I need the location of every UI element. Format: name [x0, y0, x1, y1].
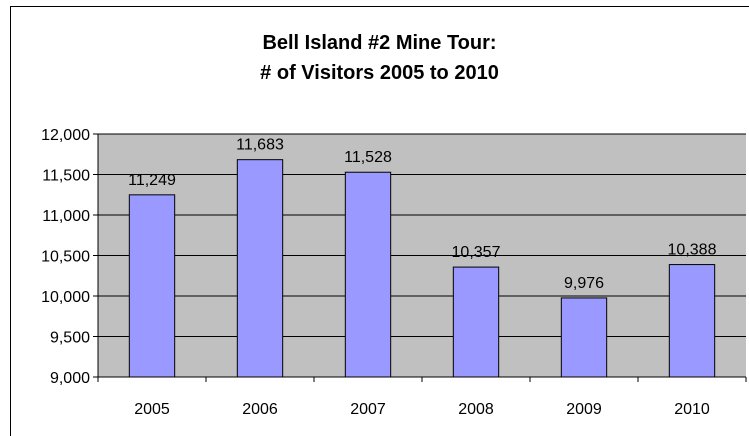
y-tick-label: 10,500 — [41, 249, 90, 266]
chart-title: Bell Island #2 Mine Tour: # of Visitors … — [10, 28, 749, 88]
data-label-2005: 11,249 — [128, 172, 176, 189]
bar-2005 — [128, 194, 176, 378]
bar-2010 — [668, 264, 716, 378]
x-tick-label-2006: 2006 — [242, 401, 278, 418]
bar-2008 — [452, 266, 500, 378]
data-label-2010: 10,388 — [668, 242, 717, 259]
data-label-2009: 9,976 — [564, 275, 604, 292]
x-tick-label-2005: 2005 — [134, 401, 170, 418]
x-tick-label-2010: 2010 — [674, 401, 710, 418]
y-tick-label: 12,000 — [41, 127, 90, 144]
chart-title-line-2: # of Visitors 2005 to 2010 — [260, 62, 499, 84]
y-tick-label: 9,500 — [50, 330, 90, 347]
bar-2006 — [236, 159, 284, 378]
y-tick-label: 10,000 — [41, 289, 90, 306]
data-label-2008: 10,357 — [452, 244, 501, 261]
y-tick-label: 9,000 — [50, 370, 90, 387]
chart-title-line-1: Bell Island #2 Mine Tour: — [262, 32, 497, 54]
data-label-2006: 11,683 — [236, 137, 284, 154]
bar-2009 — [560, 297, 608, 378]
y-tick-label: 11,000 — [42, 208, 90, 225]
data-label-2007: 11,528 — [344, 149, 392, 166]
x-tick-label-2007: 2007 — [350, 401, 386, 418]
x-tick-label-2009: 2009 — [566, 401, 602, 418]
y-tick-label: 11,500 — [42, 168, 90, 185]
bar-2007 — [344, 171, 392, 378]
x-tick-label-2008: 2008 — [458, 401, 494, 418]
